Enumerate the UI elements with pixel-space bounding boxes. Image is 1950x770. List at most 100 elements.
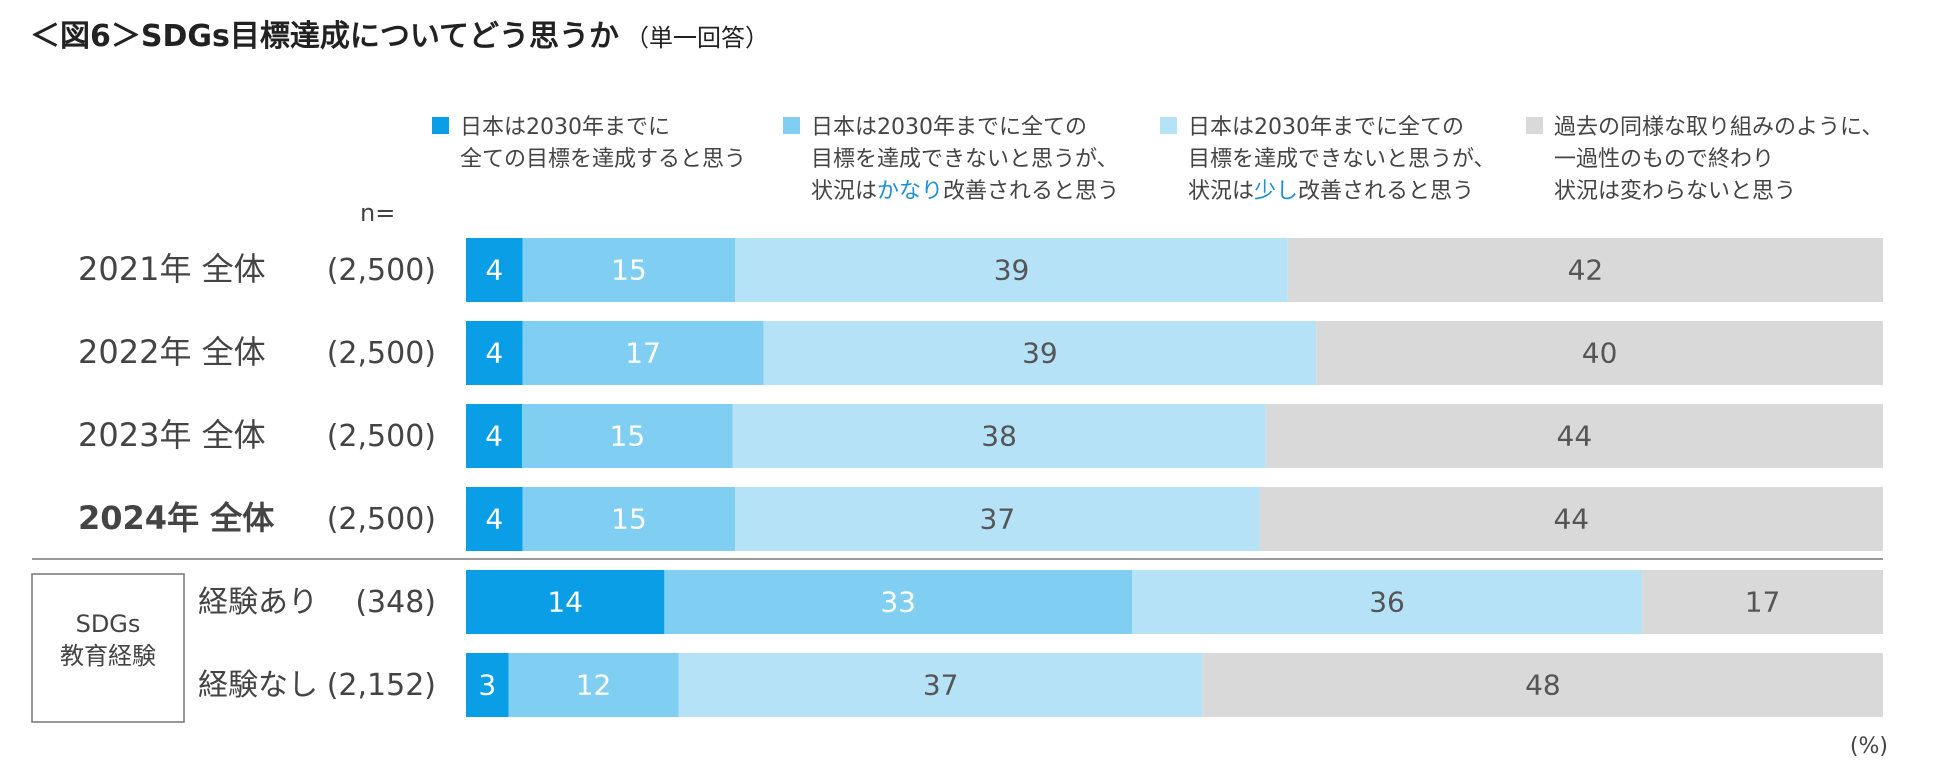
- legend-text-part: 全ての目標を達成すると思う: [460, 147, 746, 172]
- group-label-line: 教育経験: [60, 642, 156, 670]
- legend-line: 日本は2030年までに: [460, 115, 670, 140]
- chart-title-sub: （単一回答）: [625, 24, 769, 52]
- bar-segment: [466, 653, 509, 717]
- legend-text-part: 改善されると思う: [943, 179, 1119, 204]
- row-n: (2,500): [327, 253, 436, 288]
- bar-segment: [1642, 570, 1883, 634]
- group-label: SDGs 教育経験: [60, 610, 156, 670]
- data-label: 3: [478, 669, 496, 702]
- data-label: 4: [485, 337, 503, 370]
- legend-swatch: [432, 117, 449, 134]
- bar-row-5: 経験あり (348) 14 33 36 17: [198, 570, 1883, 634]
- bar-segment: [1131, 570, 1643, 634]
- legend-line: 状況はかなり改善されると思う: [811, 179, 1119, 204]
- legend-swatch: [783, 117, 800, 134]
- legend-line: 目標を達成できないと思うが、: [811, 147, 1119, 172]
- row-n: (2,500): [327, 336, 436, 371]
- data-label: 38: [981, 420, 1017, 453]
- bar-segment: [466, 570, 665, 634]
- data-label: 44: [1557, 420, 1593, 453]
- group-label-line: SDGs: [76, 610, 141, 638]
- row-n: (2,500): [327, 502, 436, 537]
- data-label: 37: [923, 669, 959, 702]
- legend-text-part: 改善されると思う: [1298, 179, 1474, 204]
- bar-segment: [522, 238, 736, 302]
- data-label: 40: [1582, 337, 1618, 370]
- row-label: 2023年 全体: [78, 416, 266, 454]
- bar-rows: 2021年 全体 (2,500) 4 15 39 42 2022年 全体 (2,500) 4 17…: [78, 238, 1883, 717]
- legend-text-part: 一過性のもので終わり: [1554, 147, 1774, 172]
- legend-line: 一過性のもので終わり: [1554, 147, 1774, 172]
- data-label: 44: [1553, 503, 1589, 536]
- bar-segment: [466, 321, 523, 385]
- data-label: 4: [485, 420, 503, 453]
- legend-item-2: 日本は2030年までに全ての目標を達成できないと思うが、状況はかなり改善されると…: [783, 115, 1119, 204]
- bar-segment: [466, 487, 523, 551]
- data-label: 14: [547, 586, 583, 619]
- bar-segment: [508, 653, 679, 717]
- legend-text-part: 目標を達成できないと思うが、: [1188, 147, 1496, 172]
- row-label: 2022年 全体: [78, 333, 266, 371]
- data-label: 36: [1369, 586, 1405, 619]
- data-label: 12: [576, 669, 612, 702]
- bar-segment: [732, 404, 1266, 468]
- bar-segment: [522, 321, 764, 385]
- data-label: 37: [980, 503, 1016, 536]
- data-label: 4: [485, 254, 503, 287]
- legend-text-part: 状況は変わらないと思う: [1554, 179, 1796, 204]
- bar-segment: [664, 570, 1132, 634]
- data-label: 15: [611, 503, 647, 536]
- bar-row-6: 経験なし (2,152) 3 12 37 48: [198, 653, 1883, 717]
- row-n: (2,500): [327, 419, 436, 454]
- bar-row-3: 2023年 全体 (2,500) 4 15 38 44: [78, 404, 1883, 468]
- row-n: (2,152): [327, 668, 436, 703]
- data-label: 15: [610, 420, 646, 453]
- data-label: 42: [1568, 254, 1604, 287]
- data-label: 39: [994, 254, 1030, 287]
- legend-line: 全ての目標を達成すると思う: [460, 147, 746, 172]
- legend-line: 過去の同様な取り組みのように、: [1554, 115, 1883, 140]
- bar-segment: [678, 653, 1203, 717]
- legend-text-part: 日本は2030年までに全ての: [811, 115, 1087, 140]
- bar-segment: [1259, 487, 1883, 551]
- unit-label: (%): [1850, 734, 1888, 759]
- chart-title-main: ＜図6＞SDGs目標達成についてどう思うか: [30, 19, 619, 54]
- legend-line: 日本は2030年までに全ての: [1188, 115, 1464, 140]
- legend-text-part: 日本は2030年までに全ての: [1188, 115, 1464, 140]
- bar-segment: [1287, 238, 1883, 302]
- legend-line: 日本は2030年までに全ての: [811, 115, 1087, 140]
- bar-row-4: 2024年 全体 (2,500) 4 15 37 44: [78, 487, 1883, 551]
- legend: 日本は2030年までに全ての目標を達成すると思う日本は2030年までに全ての目標…: [432, 115, 1883, 204]
- legend-line: 状況は変わらないと思う: [1554, 179, 1796, 204]
- data-label: 33: [880, 586, 916, 619]
- row-label: 2021年 全体: [78, 250, 266, 288]
- legend-text-part: 過去の同様な取り組みのように、: [1554, 115, 1883, 140]
- bar-segment: [1265, 404, 1883, 468]
- legend-text-part: かなり: [877, 179, 943, 204]
- bar-segment: [735, 487, 1260, 551]
- legend-text-part: 少し: [1254, 179, 1298, 204]
- row-label: 経験なし: [198, 668, 318, 703]
- legend-item-3: 日本は2030年までに全ての目標を達成できないと思うが、状況は少し改善されると思…: [1160, 115, 1496, 204]
- legend-line: 状況は少し改善されると思う: [1188, 179, 1474, 204]
- bar-segment: [522, 487, 736, 551]
- data-label: 48: [1525, 669, 1561, 702]
- legend-swatch: [1160, 117, 1177, 134]
- bar-segment: [466, 238, 523, 302]
- row-label: 経験あり: [198, 585, 318, 620]
- legend-text-part: 日本は2030年までに: [460, 115, 670, 140]
- bar-segment: [763, 321, 1317, 385]
- bar-row-1: 2021年 全体 (2,500) 4 15 39 42: [78, 238, 1883, 302]
- n-label: n=: [360, 199, 395, 227]
- bar-segment: [735, 238, 1288, 302]
- row-n: (348): [355, 585, 436, 620]
- bar-segment: [522, 404, 733, 468]
- legend-text-part: 状況は: [1188, 179, 1254, 204]
- chart-title: ＜図6＞SDGs目標達成についてどう思うか （単一回答）: [30, 19, 769, 54]
- bar-segment: [466, 404, 523, 468]
- bar-segment: [1202, 653, 1883, 717]
- data-label: 39: [1022, 337, 1058, 370]
